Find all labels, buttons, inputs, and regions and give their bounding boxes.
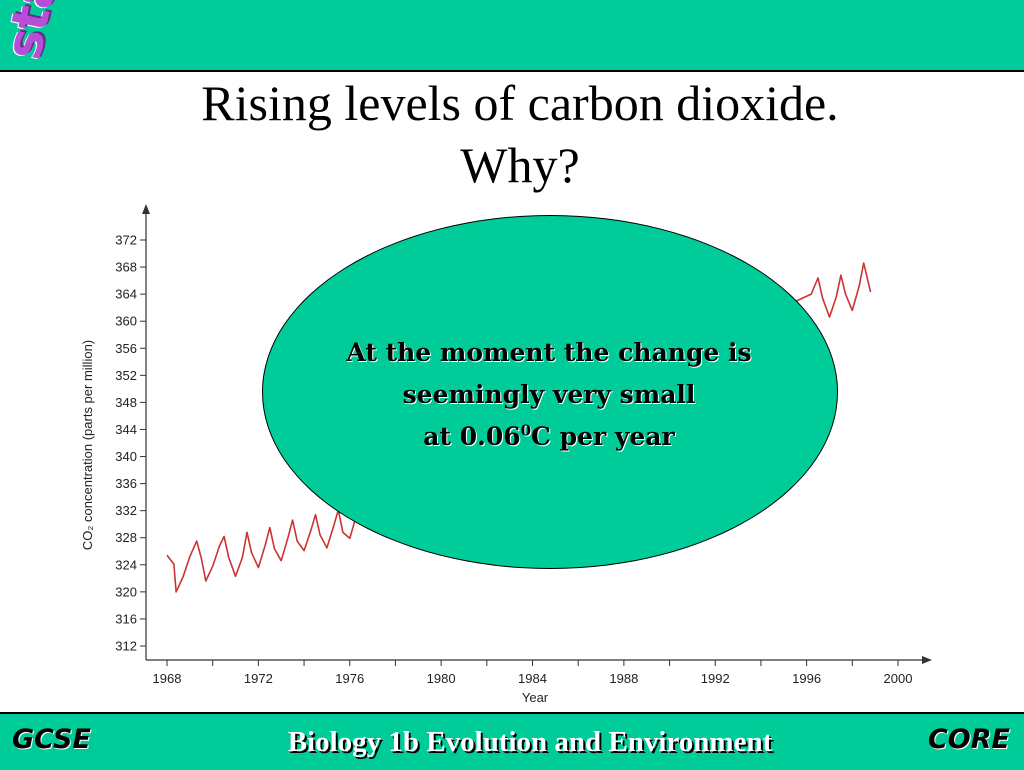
callout-degree: 0 — [520, 421, 532, 440]
footer-bar — [0, 712, 1024, 770]
callout-line-3: at 0.060C per year — [262, 416, 836, 458]
y-tick-label: 332 — [115, 503, 137, 518]
x-tick-label: 1968 — [153, 671, 182, 686]
y-tick-label: 320 — [115, 584, 137, 599]
co2-series-line — [166, 262, 872, 593]
title-line-2: Why? — [460, 137, 580, 193]
y-axis-ticks: 312 316 320 324 328 332 336 340 344 348 352 356 360 3… — [115, 233, 146, 654]
callout-rate: at 0.06 — [423, 422, 521, 451]
y-tick-label: 372 — [115, 233, 137, 248]
callout-text: At the moment the change is seemingly ve… — [262, 332, 836, 458]
callout-line-2: seemingly very small — [402, 380, 696, 409]
y-tick-label: 352 — [115, 368, 137, 383]
title-line-1: Rising levels of carbon dioxide. — [201, 75, 839, 131]
co2-line-chart: 312 316 320 324 328 332 336 340 344 348 352 356 360 3… — [80, 204, 932, 705]
x-tick-label: 1992 — [701, 671, 730, 686]
x-tick-label: 1972 — [244, 671, 273, 686]
callout-oval — [262, 215, 838, 569]
y-tick-label: 368 — [115, 260, 137, 275]
y-tick-label: 328 — [115, 530, 137, 545]
callout-line-1: At the moment the change is — [346, 338, 752, 367]
y-tick-label: 340 — [115, 449, 137, 464]
callout-unit: C per year — [531, 422, 675, 451]
x-tick-label: 1984 — [518, 671, 547, 686]
y-tick-label: 356 — [115, 341, 137, 356]
y-tick-label: 324 — [115, 557, 137, 572]
chart-series — [166, 262, 872, 593]
core-label: CORE — [927, 724, 1010, 755]
y-tick-label: 336 — [115, 476, 137, 491]
y-tick-label: 348 — [115, 395, 137, 410]
x-tick-label: 1980 — [427, 671, 456, 686]
y-axis-label: CO₂ concentration (parts per million) — [80, 340, 95, 550]
header-bar — [0, 0, 1024, 72]
x-tick-label: 2000 — [884, 671, 913, 686]
x-tick-label: 1996 — [792, 671, 821, 686]
y-tick-label: 312 — [115, 639, 137, 654]
x-tick-label: 1976 — [335, 671, 364, 686]
y-tick-label: 316 — [115, 611, 137, 626]
footer-title: Biology 1b Evolution and Environment — [287, 726, 773, 758]
x-axis-label: Year — [522, 690, 549, 705]
x-axis-ticks: 1968 1972 1976 1980 1984 1988 1992 1996 2000 — [153, 660, 913, 686]
x-axis-arrow — [922, 656, 932, 664]
x-tick-label: 1988 — [609, 671, 638, 686]
y-tick-label: 360 — [115, 314, 137, 329]
chart-axes — [142, 204, 932, 664]
y-axis-arrow — [142, 204, 150, 214]
y-tick-label: 364 — [115, 287, 137, 302]
gcse-label: GCSE — [12, 724, 91, 755]
y-tick-label: 344 — [115, 422, 137, 437]
page-title: Rising levels of carbon dioxide. Why? — [140, 72, 900, 196]
